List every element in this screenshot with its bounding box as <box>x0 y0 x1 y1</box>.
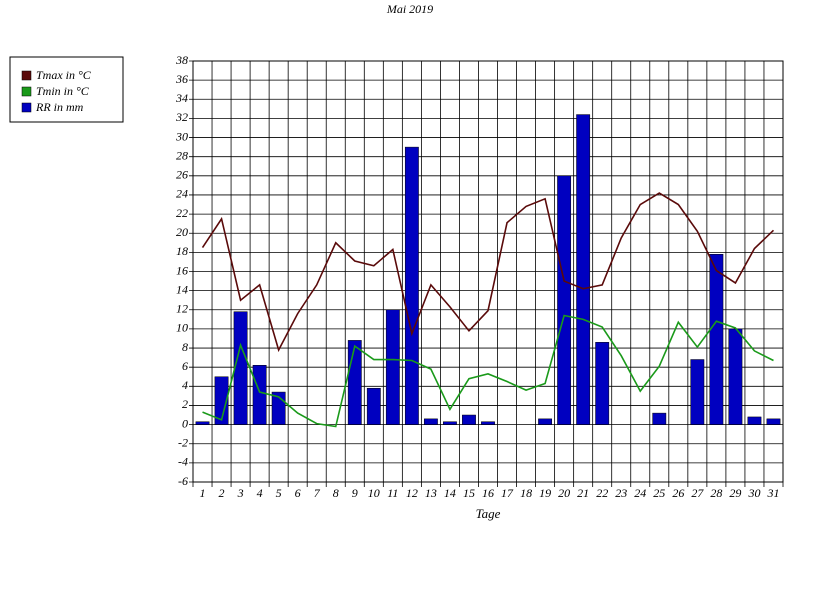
bar <box>481 421 495 425</box>
bar <box>347 340 362 425</box>
x-tick-label: 15 <box>463 486 475 500</box>
x-tick-label: 28 <box>710 486 722 500</box>
bar <box>538 418 553 425</box>
x-tick-label: 2 <box>219 486 225 500</box>
bar <box>214 376 229 425</box>
legend-swatch <box>21 70 32 81</box>
bar <box>595 342 610 425</box>
y-tick-label: 10 <box>176 321 188 335</box>
y-tick-label: 38 <box>175 53 188 67</box>
x-tick-label: 17 <box>501 486 514 500</box>
x-tick-label: 9 <box>352 486 358 500</box>
y-tick-label: 20 <box>176 225 188 239</box>
x-tick-label: 19 <box>539 486 551 500</box>
y-tick-label: 8 <box>182 340 188 354</box>
legend-label: RR in mm <box>35 100 84 114</box>
y-tick-label: 14 <box>176 282 188 296</box>
x-tick-label: 24 <box>634 486 646 500</box>
y-tick-label: -4 <box>178 455 188 469</box>
bar <box>766 418 781 425</box>
y-tick-label: 4 <box>182 378 188 392</box>
y-tick-label: 16 <box>176 263 188 277</box>
x-tick-label: 31 <box>766 486 779 500</box>
x-tick-label: 26 <box>672 486 684 500</box>
bar <box>728 328 743 425</box>
bar <box>709 254 724 425</box>
legend-swatch <box>21 86 32 97</box>
legend-label: Tmin in °C <box>36 84 90 98</box>
x-tick-label: 11 <box>387 486 398 500</box>
x-tick-label: 8 <box>333 486 339 500</box>
y-tick-label: 32 <box>175 110 188 124</box>
x-tick-label: 4 <box>257 486 263 500</box>
y-tick-label: 18 <box>176 244 188 258</box>
y-tick-label: 22 <box>176 206 188 220</box>
bar <box>652 412 667 425</box>
bar <box>366 387 381 425</box>
x-tick-label: 12 <box>406 486 418 500</box>
y-tick-label: -2 <box>178 435 188 449</box>
y-tick-label: 0 <box>182 416 188 430</box>
bar <box>462 414 476 425</box>
x-tick-label: 29 <box>729 486 741 500</box>
chart-title: Mai 2019 <box>386 2 433 16</box>
y-tick-label: 26 <box>176 168 188 182</box>
x-tick-label: 3 <box>237 486 244 500</box>
bar <box>557 175 572 425</box>
y-tick-label: 36 <box>175 72 188 86</box>
x-tick-label: 20 <box>558 486 570 500</box>
line <box>201 192 775 353</box>
x-tick-label: 27 <box>691 486 704 500</box>
y-tick-label: 6 <box>182 359 188 373</box>
x-tick-label: 18 <box>520 486 532 500</box>
x-tick-label: 10 <box>368 486 380 500</box>
bar <box>385 309 400 425</box>
x-tick-label: 7 <box>314 486 321 500</box>
x-tick-label: 1 <box>200 486 206 500</box>
bar <box>195 421 210 425</box>
plot-frame <box>192 60 784 483</box>
x-tick-label: 22 <box>596 486 608 500</box>
bar <box>576 114 591 425</box>
bar <box>443 421 457 425</box>
x-tick-label: 16 <box>482 486 494 500</box>
y-tick-label: 34 <box>175 91 188 105</box>
bar <box>233 311 248 425</box>
x-tick-label: 13 <box>425 486 437 500</box>
y-tick-label: 24 <box>176 187 188 201</box>
bar <box>690 359 705 425</box>
bar <box>747 416 762 425</box>
x-tick-label: 30 <box>747 486 760 500</box>
y-tick-label: 30 <box>175 129 188 143</box>
x-tick-label: 5 <box>276 486 282 500</box>
x-tick-label: 23 <box>615 486 627 500</box>
x-tick-label: 6 <box>295 486 301 500</box>
y-tick-label: 28 <box>176 148 188 162</box>
x-axis-label: Tage <box>476 506 501 521</box>
legend-swatch <box>21 102 32 113</box>
x-tick-label: 14 <box>444 486 456 500</box>
bar <box>252 365 267 425</box>
line <box>202 314 774 428</box>
x-tick-label: 21 <box>577 486 589 500</box>
y-tick-label: 2 <box>182 397 188 411</box>
bar <box>423 418 438 425</box>
bar <box>404 146 419 425</box>
y-tick-label: -6 <box>178 474 188 488</box>
y-tick-label: 12 <box>176 302 188 316</box>
x-tick-label: 25 <box>653 486 665 500</box>
legend-label: Tmax in °C <box>36 68 92 82</box>
